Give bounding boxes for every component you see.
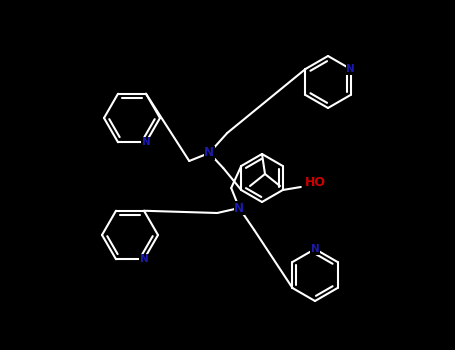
Text: N: N	[311, 244, 319, 254]
Text: N: N	[204, 147, 214, 160]
Text: N: N	[140, 254, 148, 264]
Text: HO: HO	[305, 175, 326, 189]
Text: N: N	[346, 64, 355, 74]
Text: N: N	[142, 137, 150, 147]
Text: N: N	[234, 202, 244, 215]
